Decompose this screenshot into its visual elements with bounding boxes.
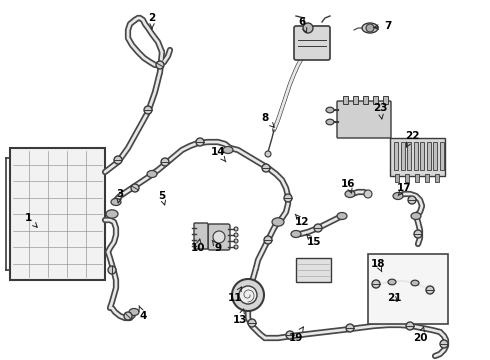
- Bar: [433, 142, 437, 170]
- Circle shape: [234, 239, 238, 243]
- Text: 9: 9: [212, 240, 221, 253]
- Ellipse shape: [411, 280, 419, 286]
- Text: 18: 18: [371, 259, 385, 272]
- Bar: [420, 142, 424, 170]
- Text: 22: 22: [405, 131, 419, 147]
- Bar: [405, 174, 409, 182]
- Text: 13: 13: [233, 309, 247, 325]
- Circle shape: [248, 319, 256, 327]
- Circle shape: [239, 286, 257, 304]
- FancyBboxPatch shape: [208, 224, 230, 250]
- Text: 3: 3: [117, 189, 123, 203]
- Bar: [425, 174, 429, 182]
- Ellipse shape: [223, 147, 233, 153]
- Ellipse shape: [129, 309, 139, 315]
- Bar: [400, 142, 405, 170]
- Circle shape: [408, 196, 416, 204]
- Bar: [353, 96, 358, 104]
- Circle shape: [234, 227, 238, 231]
- Ellipse shape: [388, 279, 396, 285]
- Text: 1: 1: [24, 213, 37, 227]
- Circle shape: [426, 286, 434, 294]
- Circle shape: [124, 312, 132, 320]
- Circle shape: [440, 340, 448, 348]
- Circle shape: [366, 24, 374, 32]
- Circle shape: [234, 245, 238, 249]
- Text: 6: 6: [298, 17, 307, 33]
- Circle shape: [161, 158, 169, 166]
- Circle shape: [414, 230, 422, 238]
- Bar: [368, 254, 448, 324]
- Bar: [415, 174, 419, 182]
- Circle shape: [346, 324, 354, 332]
- Text: 12: 12: [295, 214, 309, 227]
- Text: 16: 16: [341, 179, 355, 193]
- Text: 4: 4: [139, 306, 147, 321]
- Bar: [395, 174, 399, 182]
- Text: 21: 21: [387, 293, 401, 303]
- Bar: [435, 174, 439, 182]
- Bar: [383, 96, 388, 104]
- Circle shape: [314, 224, 322, 232]
- Bar: [390, 138, 445, 176]
- Bar: [394, 142, 398, 170]
- Ellipse shape: [291, 230, 301, 238]
- FancyBboxPatch shape: [194, 223, 208, 249]
- Bar: [343, 96, 348, 104]
- Bar: [296, 258, 331, 282]
- Circle shape: [284, 194, 292, 202]
- Ellipse shape: [326, 119, 334, 125]
- Bar: [373, 96, 378, 104]
- Text: 20: 20: [413, 327, 427, 343]
- Bar: [426, 142, 431, 170]
- Bar: [414, 142, 417, 170]
- Text: 14: 14: [211, 147, 226, 162]
- Circle shape: [213, 231, 225, 243]
- Ellipse shape: [111, 198, 121, 206]
- FancyBboxPatch shape: [294, 26, 330, 60]
- Text: 5: 5: [158, 191, 166, 205]
- Circle shape: [364, 190, 372, 198]
- Circle shape: [265, 151, 271, 157]
- Bar: [10, 148, 105, 280]
- Ellipse shape: [272, 218, 284, 226]
- Circle shape: [234, 233, 238, 237]
- Text: 2: 2: [148, 13, 156, 29]
- Circle shape: [196, 138, 204, 146]
- Ellipse shape: [411, 212, 421, 220]
- Text: 19: 19: [289, 327, 303, 343]
- Text: 10: 10: [191, 239, 205, 253]
- Text: 8: 8: [261, 113, 274, 127]
- Text: 11: 11: [228, 287, 242, 303]
- Ellipse shape: [345, 190, 355, 198]
- Circle shape: [406, 322, 414, 330]
- Text: 7: 7: [374, 21, 392, 31]
- Circle shape: [262, 164, 270, 172]
- Circle shape: [232, 279, 264, 311]
- Text: 15: 15: [306, 234, 321, 247]
- Ellipse shape: [337, 212, 347, 220]
- Circle shape: [372, 280, 380, 288]
- Bar: [407, 142, 411, 170]
- Ellipse shape: [362, 23, 378, 33]
- Circle shape: [114, 156, 122, 164]
- Circle shape: [156, 61, 164, 69]
- Circle shape: [144, 106, 152, 114]
- Text: 23: 23: [373, 103, 387, 119]
- Circle shape: [286, 331, 294, 339]
- Circle shape: [264, 236, 272, 244]
- Ellipse shape: [106, 210, 118, 218]
- Ellipse shape: [147, 171, 157, 177]
- FancyBboxPatch shape: [337, 101, 391, 138]
- Text: 17: 17: [397, 183, 411, 196]
- Bar: [440, 142, 443, 170]
- Ellipse shape: [393, 193, 403, 199]
- Ellipse shape: [326, 107, 334, 113]
- Circle shape: [131, 184, 139, 192]
- Circle shape: [303, 23, 313, 33]
- Bar: [363, 96, 368, 104]
- Circle shape: [108, 266, 116, 274]
